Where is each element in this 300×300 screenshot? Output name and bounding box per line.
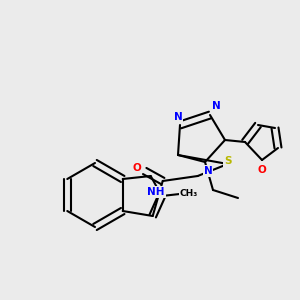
Text: N: N	[212, 101, 220, 111]
Text: O: O	[132, 163, 141, 173]
Text: O: O	[258, 165, 266, 175]
Text: CH₃: CH₃	[180, 190, 198, 199]
Text: NH: NH	[147, 187, 164, 197]
Text: N: N	[204, 166, 212, 176]
Text: N: N	[174, 112, 182, 122]
Text: S: S	[224, 156, 232, 166]
